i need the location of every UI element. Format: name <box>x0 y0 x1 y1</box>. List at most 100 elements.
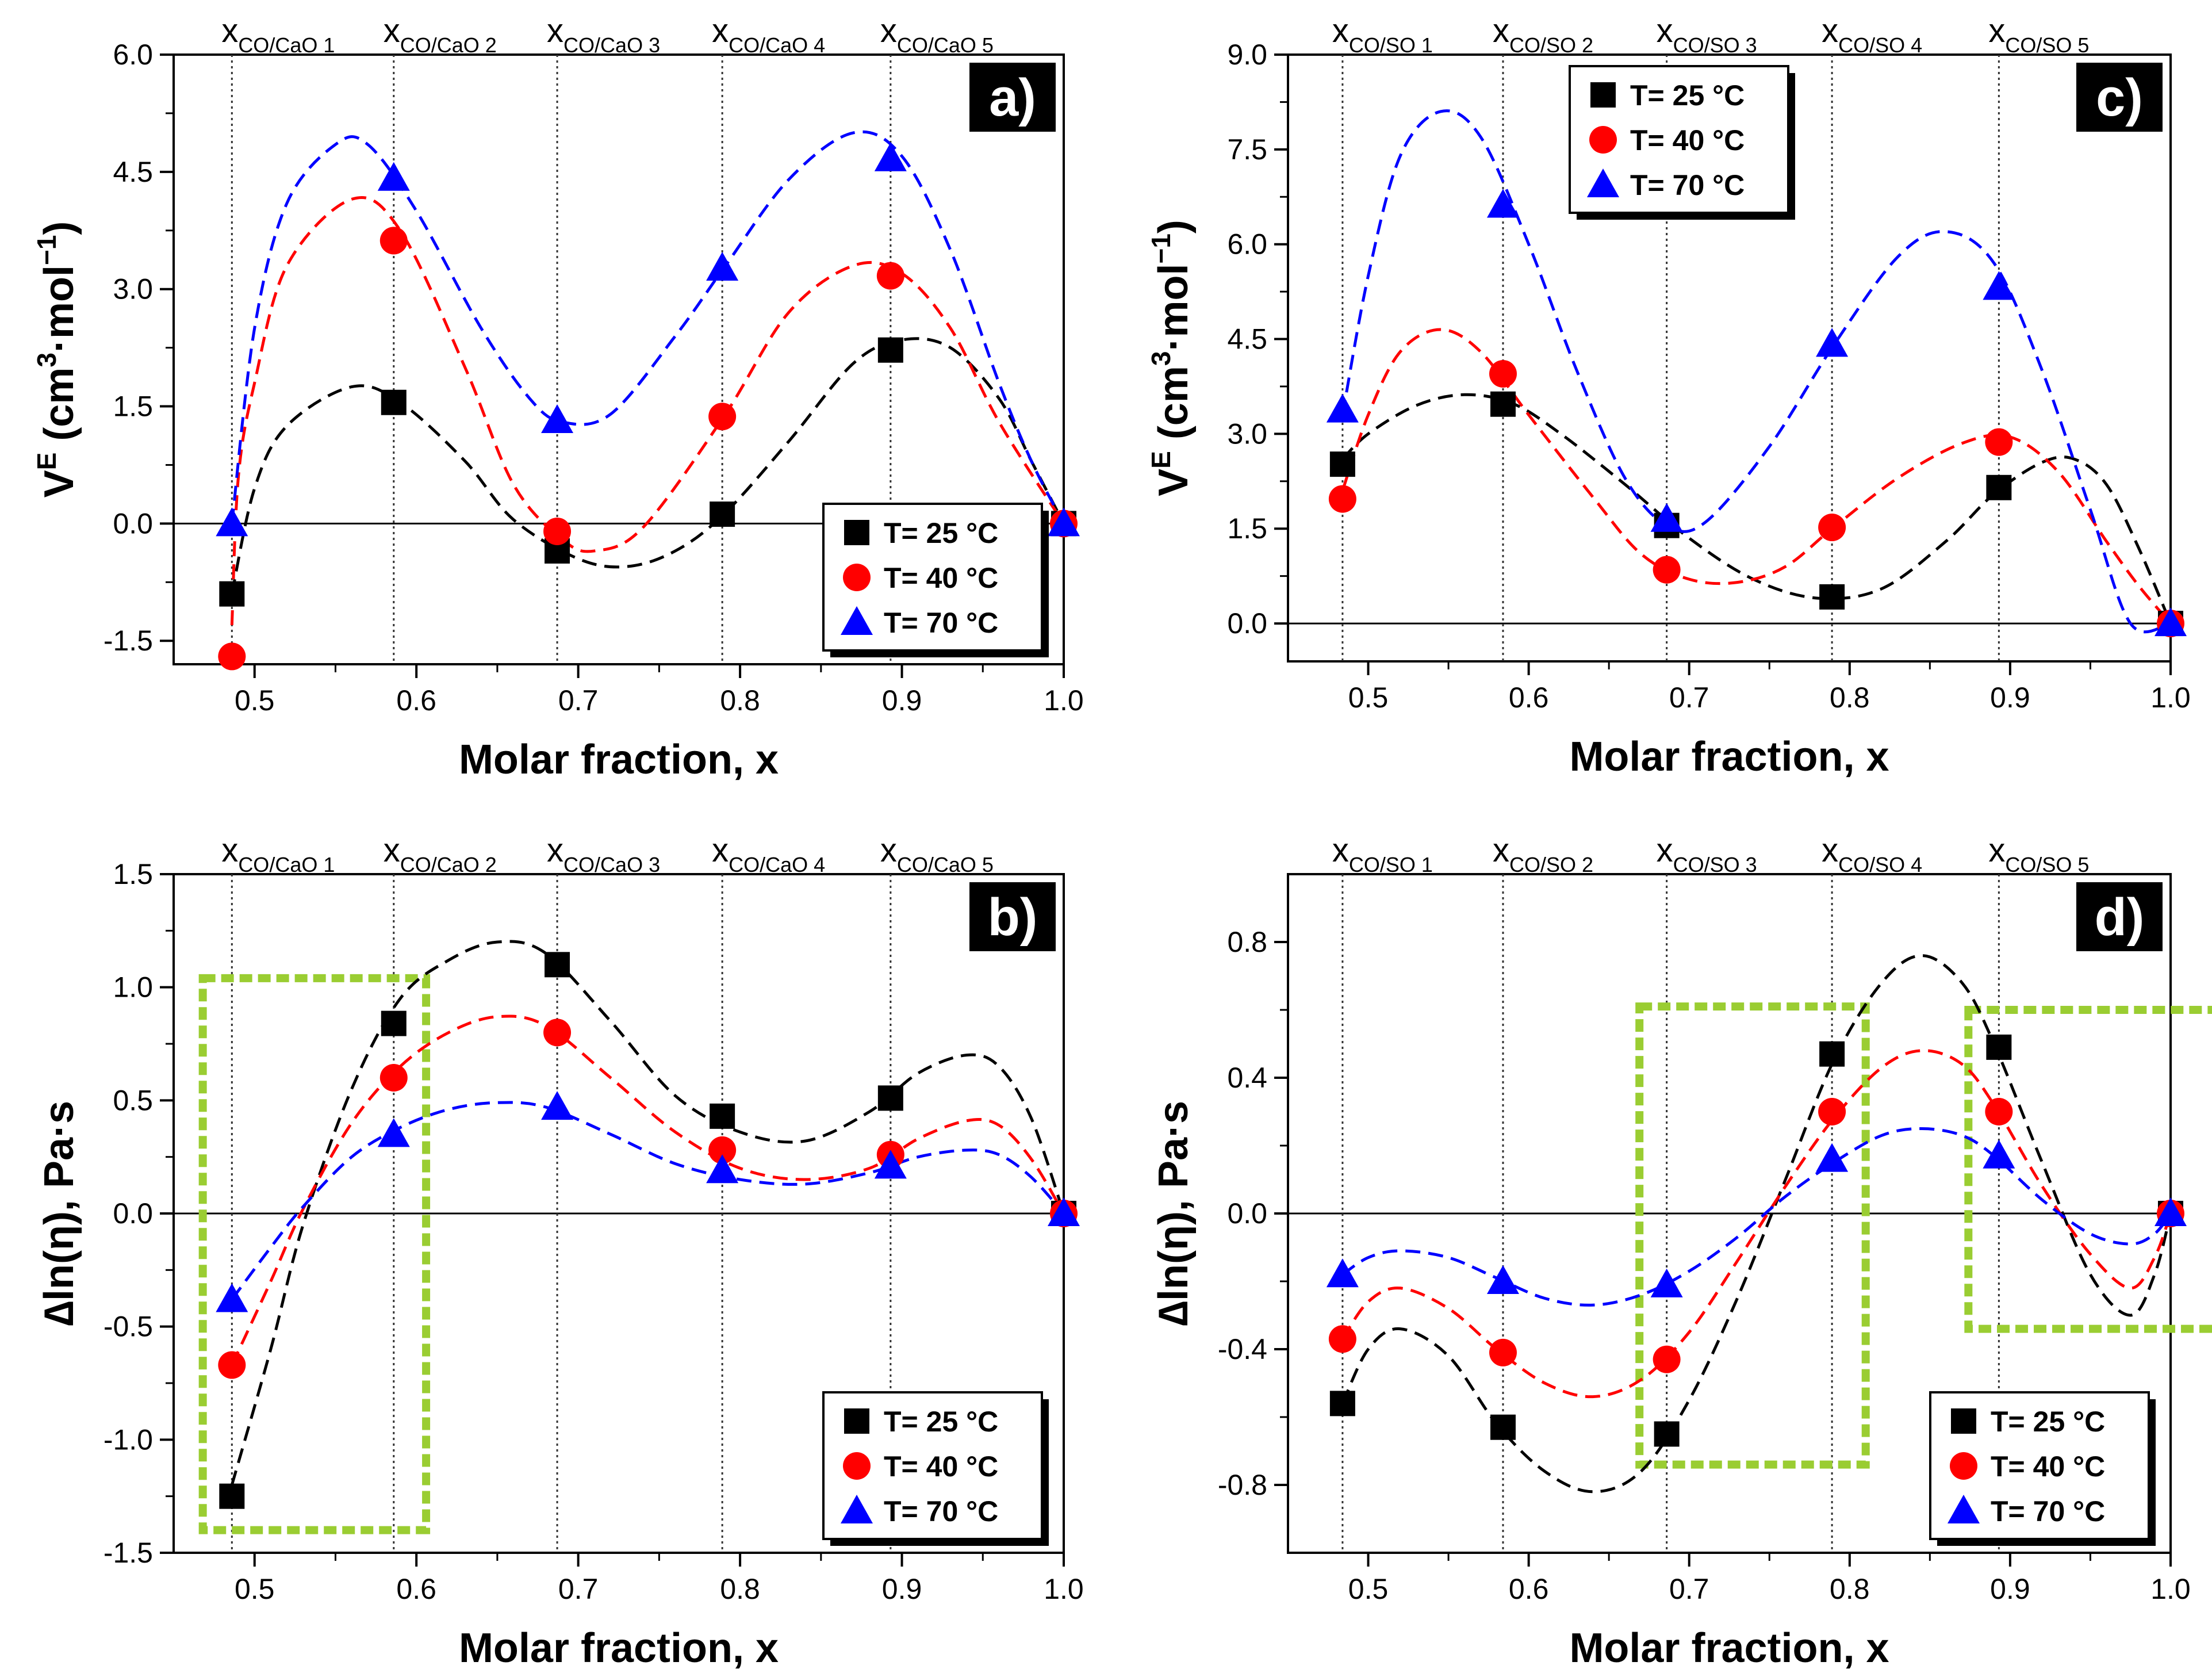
legend-marker-series-1 <box>844 520 869 545</box>
fit-curve-series-2 <box>1341 328 2172 625</box>
data-point-series-1 <box>1819 584 1845 610</box>
composition-marker-main: x <box>1657 832 1673 869</box>
composition-marker-label: xCO/SO 5 <box>1988 12 2089 57</box>
composition-marker-label: xCO/SO 3 <box>1657 12 1757 57</box>
data-point-series-3 <box>1983 271 2015 300</box>
x-axis-title: Molar fraction, x <box>1569 1625 1889 1671</box>
data-point-series-3 <box>706 252 739 281</box>
x-tick-label: 0.7 <box>1669 681 1709 714</box>
y-axis-title-part: V <box>1151 469 1197 496</box>
y-tick-label: 0.5 <box>113 1084 153 1116</box>
data-point-series-2 <box>708 1136 737 1164</box>
composition-marker-sub: CO/SO 5 <box>2005 853 2089 876</box>
x-tick-label: 1.0 <box>1044 684 1084 717</box>
y-tick-label: 3.0 <box>1227 418 1267 450</box>
y-tick-label: 0.0 <box>113 1197 153 1230</box>
y-tick-label: 0.0 <box>1227 1197 1267 1230</box>
data-point-series-3 <box>1983 1139 2015 1169</box>
composition-marker-main: x <box>1657 12 1673 49</box>
y-axis-title-part: 3 <box>1146 351 1176 366</box>
legend-marker-series-1 <box>1590 82 1616 108</box>
x-tick-label: 0.7 <box>558 684 599 717</box>
composition-marker-sub: CO/CaO 3 <box>563 853 660 876</box>
data-point-series-3 <box>1816 328 1849 357</box>
composition-marker-sub: CO/CaO 1 <box>238 853 335 876</box>
composition-marker-main: x <box>547 832 563 869</box>
composition-marker-sub: CO/SO 2 <box>1509 853 1593 876</box>
data-point-series-3 <box>377 1118 410 1147</box>
data-point-series-3 <box>1816 1143 1849 1172</box>
y-tick-label: 1.5 <box>113 390 153 423</box>
panel-a: xCO/CaO 1 xCO/CaO 2 xCO/CaO 3 xCO/CaO 4 xCO/… <box>32 12 1084 783</box>
composition-marker-main: x <box>880 12 897 49</box>
composition-marker-sub: CO/SO 4 <box>1838 853 1922 876</box>
composition-marker-sub: CO/SO 1 <box>1349 33 1433 57</box>
composition-marker-sub: CO/CaO 4 <box>729 33 825 57</box>
composition-marker-sub: CO/CaO 3 <box>563 33 660 57</box>
legend-label: T= 25 °C <box>1630 79 1745 112</box>
data-point-series-3 <box>1048 507 1080 537</box>
highlight-box <box>1635 1002 1870 1469</box>
panel-label: d) <box>2095 888 2145 947</box>
data-point-series-3 <box>1326 393 1359 423</box>
y-axis-title-part: (cm <box>1151 366 1197 451</box>
data-point-series-3 <box>541 1091 574 1120</box>
x-tick-label: 0.7 <box>558 1573 599 1605</box>
x-tick-label: 0.6 <box>396 684 436 717</box>
x-tick-label: 1.0 <box>2150 1573 2191 1605</box>
y-axis-title-part: −1 <box>1146 233 1176 263</box>
composition-marker-main: x <box>384 12 400 49</box>
x-tick-label: 0.9 <box>882 684 922 717</box>
y-tick-label: 1.5 <box>113 858 153 890</box>
composition-marker-main: x <box>1493 12 1509 49</box>
composition-marker-main: x <box>221 12 238 49</box>
legend-marker-series-2 <box>1950 1452 1977 1480</box>
data-point-series-2 <box>1328 485 1356 513</box>
data-point-series-2 <box>1653 556 1681 584</box>
x-tick-label: 0.7 <box>1669 1573 1709 1605</box>
panel-label-box <box>2076 63 2163 132</box>
legend-marker-series-1 <box>1951 1408 1976 1434</box>
data-point-series-2 <box>543 1019 572 1047</box>
panel-label: a) <box>989 68 1036 127</box>
data-point-series-1 <box>381 1010 407 1036</box>
y-tick-label: 0.0 <box>1227 607 1267 640</box>
composition-marker-label: xCO/CaO 4 <box>712 12 825 57</box>
composition-marker-sub: CO/CaO 5 <box>897 33 994 57</box>
data-point-series-1 <box>1986 1034 2012 1060</box>
data-point-series-3 <box>1486 189 1519 218</box>
data-point-series-3 <box>874 142 907 171</box>
composition-marker-main: x <box>547 12 563 49</box>
y-axis-title-part: ) <box>36 221 82 235</box>
y-axis-title: VE (cm3·mol−1) <box>32 221 82 498</box>
y-axis-title-part: ) <box>1151 220 1197 233</box>
panel-label: b) <box>988 888 1038 947</box>
y-tick-label: 0.0 <box>113 507 153 539</box>
x-tick-label: 0.8 <box>720 1573 760 1605</box>
composition-marker-main: x <box>712 12 729 49</box>
x-tick-label: 0.5 <box>235 684 275 717</box>
data-point-series-2 <box>543 517 572 545</box>
composition-marker-sub: CO/CaO 4 <box>729 853 825 876</box>
composition-marker-label: xCO/CaO 3 <box>547 12 660 57</box>
y-axis-title-part: ·mol <box>36 265 82 353</box>
composition-marker-label: xCO/SO 4 <box>1822 12 1922 57</box>
y-axis-title-part: E <box>32 453 62 470</box>
composition-marker-label: xCO/SO 5 <box>1988 832 2089 876</box>
y-tick-label: 1.0 <box>113 971 153 1004</box>
fit-curve-series-3 <box>1341 1127 2172 1307</box>
y-tick-label: 4.5 <box>1227 323 1267 355</box>
x-tick-label: 0.8 <box>720 684 760 717</box>
composition-marker-sub: CO/CaO 5 <box>897 853 994 876</box>
y-tick-label: 4.5 <box>113 156 153 188</box>
y-axis-title-part: E <box>1146 451 1176 469</box>
composition-marker-main: x <box>1493 832 1509 869</box>
y-tick-label: 0.4 <box>1227 1062 1267 1094</box>
legend-label: T= 25 °C <box>1991 1406 2105 1438</box>
composition-marker-sub: CO/SO 3 <box>1673 853 1757 876</box>
legend-label: T= 40 °C <box>1991 1450 2105 1483</box>
x-tick-label: 1.0 <box>2150 681 2191 714</box>
x-axis-title: Molar fraction, x <box>459 1625 779 1671</box>
legend-label: T= 70 °C <box>884 1495 998 1527</box>
panel-label-box <box>969 63 1056 132</box>
